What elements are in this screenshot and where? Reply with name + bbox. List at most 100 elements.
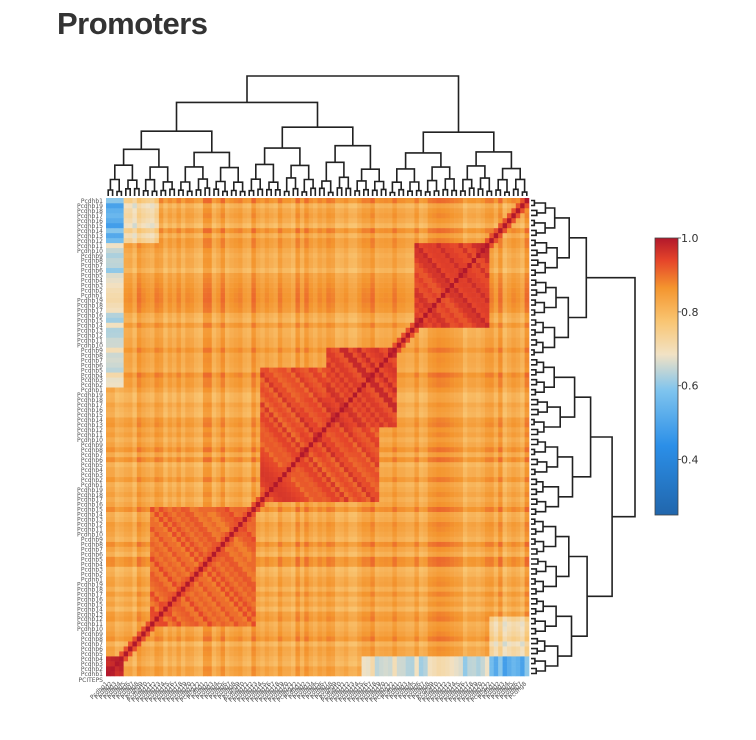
- heatmap-cell[interactable]: [141, 641, 146, 647]
- heatmap-cell[interactable]: [498, 671, 503, 677]
- heatmap-cell[interactable]: [502, 541, 508, 547]
- heatmap-cell[interactable]: [132, 566, 138, 572]
- heatmap-cell[interactable]: [211, 596, 217, 602]
- heatmap-cell[interactable]: [198, 546, 204, 552]
- heatmap-cell[interactable]: [198, 586, 204, 592]
- heatmap-cell[interactable]: [114, 501, 120, 508]
- heatmap-cell[interactable]: [273, 461, 279, 468]
- heatmap-cell[interactable]: [238, 631, 243, 637]
- heatmap-cell[interactable]: [308, 471, 314, 478]
- heatmap-cell[interactable]: [207, 551, 213, 557]
- heatmap-cell[interactable]: [260, 432, 265, 438]
- heatmap-cell[interactable]: [515, 601, 521, 607]
- heatmap-cell[interactable]: [361, 491, 367, 498]
- heatmap-cell[interactable]: [321, 606, 327, 612]
- heatmap-cell[interactable]: [480, 646, 486, 652]
- heatmap-cell[interactable]: [211, 536, 217, 542]
- heatmap-cell[interactable]: [445, 501, 450, 508]
- heatmap-cell[interactable]: [282, 466, 287, 473]
- heatmap-cell[interactable]: [515, 551, 521, 557]
- heatmap-cell[interactable]: [467, 601, 473, 607]
- heatmap-cell[interactable]: [370, 481, 376, 488]
- heatmap-cell[interactable]: [321, 496, 327, 503]
- heatmap-cell[interactable]: [520, 511, 525, 517]
- heatmap-cell[interactable]: [343, 506, 349, 512]
- heatmap-cell[interactable]: [119, 666, 124, 672]
- heatmap-cell[interactable]: [291, 511, 296, 517]
- heatmap-cell[interactable]: [396, 476, 402, 483]
- heatmap-cell[interactable]: [150, 476, 155, 483]
- heatmap-cell[interactable]: [317, 616, 323, 622]
- heatmap-cell[interactable]: [132, 646, 138, 652]
- heatmap-cell[interactable]: [520, 616, 525, 622]
- heatmap-cell[interactable]: [462, 586, 468, 592]
- heatmap-cell[interactable]: [141, 606, 146, 612]
- heatmap-cell[interactable]: [493, 471, 499, 478]
- heatmap-cell[interactable]: [379, 511, 384, 517]
- heatmap-cell[interactable]: [154, 496, 160, 503]
- heatmap-cell[interactable]: [198, 596, 204, 602]
- heatmap-cell[interactable]: [370, 646, 376, 652]
- heatmap-cell[interactable]: [154, 461, 160, 468]
- heatmap-cell[interactable]: [114, 511, 120, 517]
- heatmap-cell[interactable]: [361, 551, 367, 557]
- heatmap-cell[interactable]: [260, 451, 265, 458]
- heatmap-cell[interactable]: [291, 471, 296, 478]
- heatmap-cell[interactable]: [211, 656, 217, 662]
- heatmap-cell[interactable]: [436, 651, 442, 657]
- heatmap-cell[interactable]: [150, 491, 155, 498]
- heatmap-cell[interactable]: [357, 581, 362, 587]
- heatmap-cell[interactable]: [123, 566, 129, 572]
- heatmap-cell[interactable]: [392, 521, 398, 527]
- heatmap-cell[interactable]: [269, 511, 274, 517]
- heatmap-cell[interactable]: [207, 536, 213, 542]
- heatmap-cell[interactable]: [163, 491, 168, 498]
- heatmap-cell[interactable]: [436, 666, 442, 672]
- heatmap-cell[interactable]: [436, 536, 442, 542]
- heatmap-cell[interactable]: [220, 496, 226, 503]
- heatmap-cell[interactable]: [498, 461, 503, 468]
- heatmap-cell[interactable]: [308, 621, 314, 627]
- heatmap-cell[interactable]: [449, 536, 455, 542]
- heatmap-cell[interactable]: [145, 561, 151, 567]
- heatmap-cell[interactable]: [167, 671, 173, 677]
- heatmap-cell[interactable]: [440, 641, 446, 647]
- heatmap-cell[interactable]: [238, 586, 243, 592]
- heatmap-cell[interactable]: [374, 611, 380, 617]
- heatmap-cell[interactable]: [145, 636, 151, 642]
- heatmap-cell[interactable]: [370, 566, 376, 572]
- heatmap-cell[interactable]: [189, 526, 195, 532]
- heatmap-cell[interactable]: [114, 586, 120, 592]
- heatmap-cell[interactable]: [357, 461, 362, 468]
- heatmap-cell[interactable]: [229, 586, 235, 592]
- heatmap-cell[interactable]: [255, 536, 261, 542]
- heatmap-cell[interactable]: [388, 671, 393, 677]
- heatmap-cell[interactable]: [339, 501, 345, 508]
- heatmap-cell[interactable]: [423, 506, 428, 512]
- heatmap-cell[interactable]: [207, 461, 213, 468]
- heatmap-cell[interactable]: [154, 661, 160, 667]
- heatmap-cell[interactable]: [242, 471, 248, 478]
- heatmap-cell[interactable]: [396, 536, 402, 542]
- heatmap-cell[interactable]: [132, 606, 138, 612]
- heatmap-cell[interactable]: [379, 432, 384, 438]
- heatmap-cell[interactable]: [269, 441, 274, 448]
- heatmap-cell[interactable]: [308, 526, 314, 532]
- heatmap-cell[interactable]: [238, 446, 243, 453]
- heatmap-cell[interactable]: [282, 631, 287, 637]
- heatmap-cell[interactable]: [467, 626, 473, 632]
- heatmap-cell[interactable]: [352, 621, 358, 627]
- heatmap-cell[interactable]: [392, 441, 398, 448]
- heatmap-cell[interactable]: [282, 591, 287, 597]
- heatmap-cell[interactable]: [467, 486, 473, 493]
- heatmap-cell[interactable]: [317, 671, 323, 677]
- heatmap-cell[interactable]: [357, 651, 362, 657]
- heatmap-cell[interactable]: [207, 451, 213, 458]
- heatmap-cell[interactable]: [304, 661, 309, 667]
- heatmap-cell[interactable]: [361, 571, 367, 577]
- heatmap-cell[interactable]: [224, 646, 230, 652]
- heatmap-cell[interactable]: [224, 661, 230, 667]
- heatmap-cell[interactable]: [295, 451, 301, 458]
- heatmap-cell[interactable]: [502, 456, 508, 463]
- heatmap-cell[interactable]: [211, 486, 217, 493]
